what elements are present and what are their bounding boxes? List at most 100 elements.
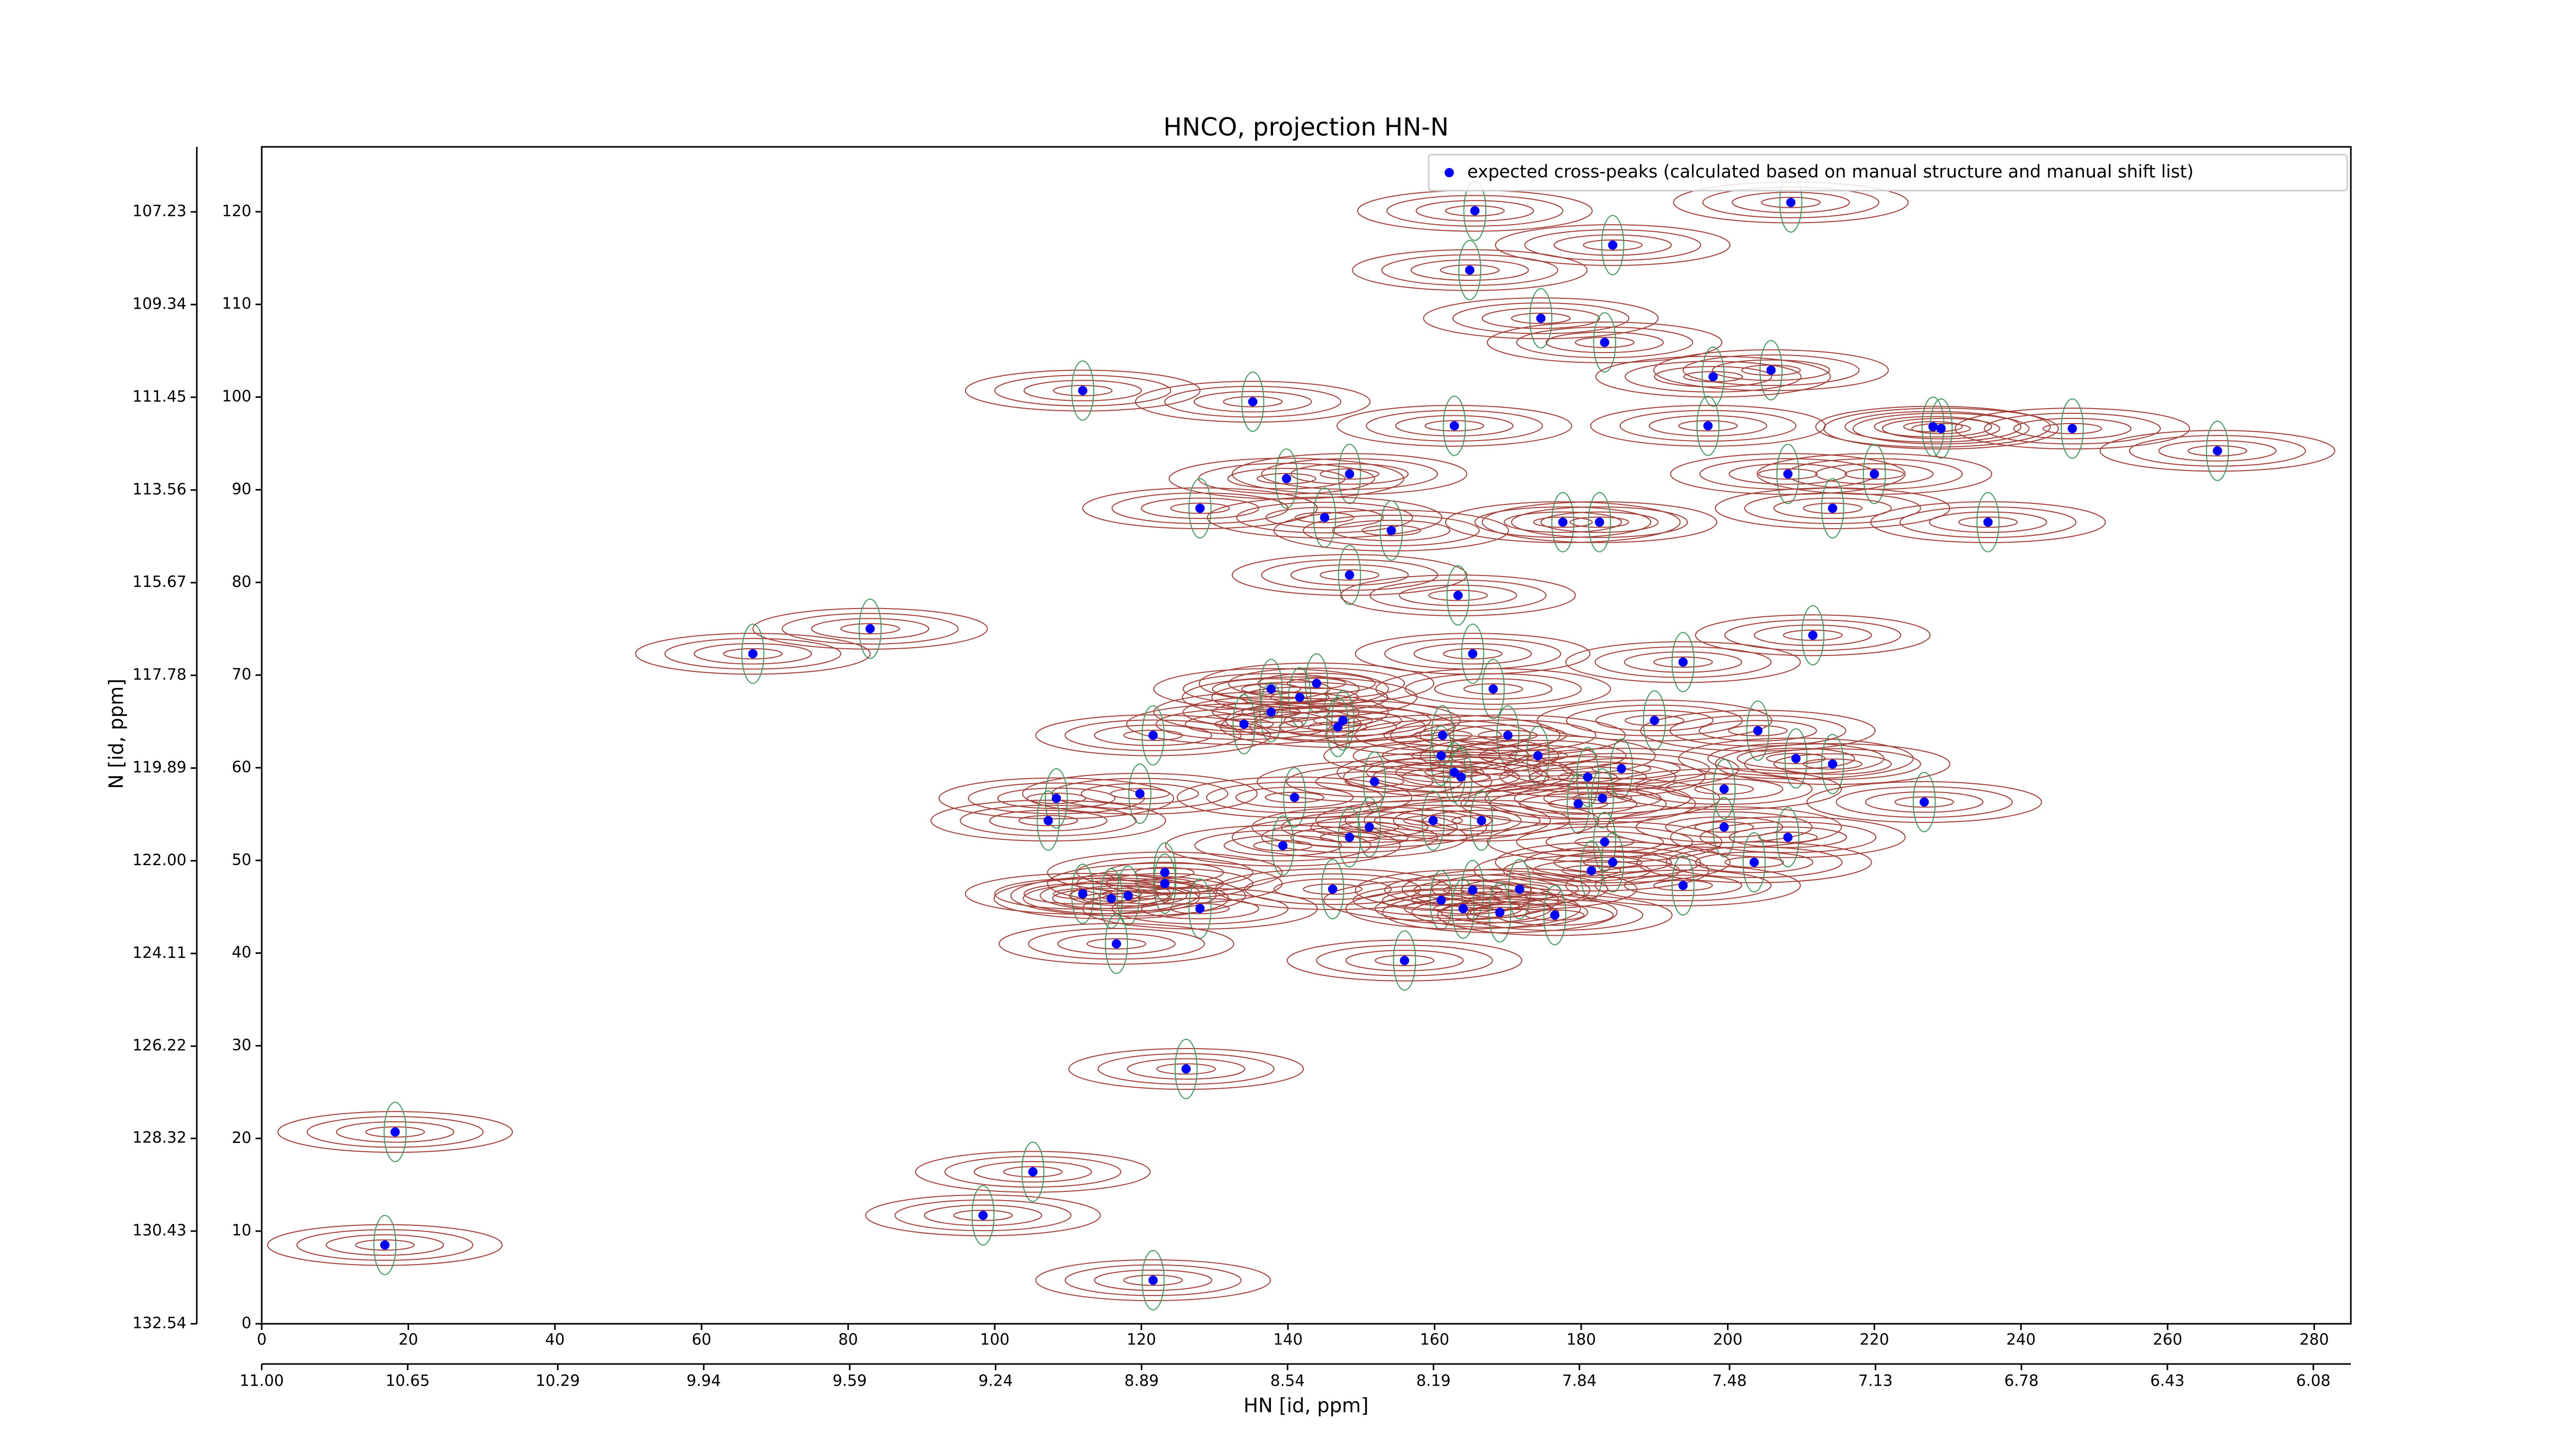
peak-contour [1241,683,1301,695]
negative-contour [1609,738,1633,799]
peak-contour [307,1116,484,1148]
peak-contour [1236,501,1413,534]
cross-peak [1458,904,1468,914]
negative-contour [1128,763,1151,824]
y-tick-label: 80 [232,573,251,591]
x2-tick-label: 6.43 [2150,1372,2184,1390]
cross-peak [1550,910,1560,920]
x2-tick-label: 9.59 [833,1372,867,1390]
cross-peak [1870,469,1879,479]
cross-peak [1488,684,1498,694]
peak-contour [1503,511,1622,533]
peak-contour [1156,1063,1216,1075]
cross-peak [1598,794,1607,803]
negative-contour [1141,705,1165,766]
cross-peak [1608,240,1618,250]
x-tick-label: 80 [838,1331,858,1349]
peak-contour [1449,739,1626,772]
cross-peak [1148,1275,1158,1285]
peak-contour [1332,519,1451,542]
peak-contour [1595,710,1714,732]
peak-contour [752,608,988,650]
negative-contour [1551,492,1574,552]
negative-contour [1241,372,1264,432]
peak-contour [1707,743,1885,774]
y-tick-label: 90 [232,480,251,498]
peak-contour [1649,415,1768,437]
peak-contour [1678,420,1738,432]
peak-contour [1724,619,1902,651]
peak-contour [1511,506,1688,538]
negative-contour [1071,360,1094,421]
y2-tick-label: 107.23 [132,203,187,221]
peak-contour [1022,772,1258,815]
peak-contour [1375,668,1611,710]
peak-contour [1852,413,2030,445]
peak-contour [1533,516,1593,528]
peak-contour [1481,501,1718,543]
negative-contour [1338,545,1361,605]
peak-contour [1823,408,2059,450]
peak-contour [664,638,842,670]
cross-peak [1470,206,1480,216]
peak-contour [1286,678,1347,689]
x-tick-label: 100 [980,1331,1009,1349]
peak-contour [1524,229,1701,261]
peak-contour [1737,748,1855,769]
peak-contour [1064,719,1242,751]
cross-peak [1239,719,1249,729]
y-tick-label: 10 [232,1222,251,1240]
cross-peak [1465,265,1475,275]
peak-contour [1695,851,1814,873]
y2-tick-label: 132.54 [132,1315,187,1333]
peak-contour [1081,892,1141,904]
peak-contour [1315,799,1551,842]
peak-contour [1479,745,1597,767]
cross-peak [1928,422,1938,432]
peak-contour [1766,753,1826,764]
negative-contour [1116,865,1140,926]
peak-contour [1053,385,1113,396]
x-tick-label: 160 [1420,1331,1449,1349]
peak-contour [1899,506,2077,538]
peak-contour [1773,497,1892,519]
peak-contour [1141,497,1260,519]
cross-peak [1600,338,1609,347]
peak-contour [1057,933,1176,955]
peak-contour [1486,321,1723,364]
peak-contour [1433,903,1493,915]
negative-contour [1481,659,1505,719]
cross-peak [1828,759,1838,769]
peak-contour [1344,776,1404,787]
peak-contour [1984,413,2161,445]
peak-contour [1193,391,1312,413]
y-tick-label: 50 [232,851,251,869]
negative-contour [1037,790,1060,851]
negative-contour [1461,624,1484,684]
peak-contour [1894,796,1954,808]
peak-contour [1619,410,1797,442]
peak-contour [1375,955,1435,966]
peak-contour [1499,761,1676,793]
cross-peak [1436,896,1446,905]
peak-contour [1574,336,1635,348]
peak-contour [635,633,871,675]
peak-contour [1670,816,1906,858]
cross-peak [1338,716,1348,726]
peak-contour [1903,421,1963,433]
peak-contour [994,375,1172,407]
cross-peak [1808,630,1818,640]
x2-tick-label: 11.00 [240,1372,284,1390]
negative-contour [741,624,765,684]
cross-peak [1595,517,1604,527]
peak-contour [326,1234,444,1256]
peak-contour [944,1156,1122,1188]
peak-contour [1623,874,1742,897]
cross-peak [1617,764,1626,773]
peak-contour [2042,423,2103,434]
peak-contour [1097,1053,1275,1085]
peak-contour [1403,815,1463,827]
cross-peak [1503,731,1513,740]
cross-peak [1678,657,1688,667]
negative-contour [1275,448,1298,509]
